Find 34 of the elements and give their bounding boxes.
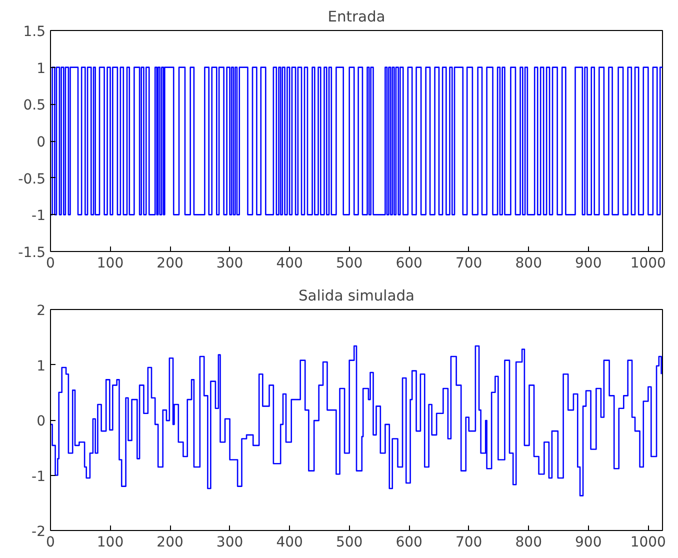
x-tick-label: 500 [336, 534, 363, 550]
x-tick-label: 600 [396, 534, 422, 550]
x-tick-label: 100 [96, 534, 124, 550]
x-tick-label: 400 [276, 534, 303, 550]
y-tick-label: -1 [32, 468, 46, 485]
x-tick-label: 300 [216, 256, 244, 272]
y-tick-label: -1.5 [18, 245, 46, 261]
x-tick-label: 400 [276, 256, 303, 272]
x-tick-label: 300 [216, 534, 244, 550]
x-tick-label: 200 [156, 256, 184, 272]
x-tick-label: 500 [336, 256, 363, 272]
x-tick-label: 200 [156, 534, 184, 550]
x-tick-label: 800 [515, 534, 542, 550]
x-tick-label: 1000 [630, 256, 666, 272]
chart-title: Entrada [328, 8, 386, 26]
x-tick-label: 700 [456, 256, 482, 272]
y-tick-label: -1 [32, 208, 46, 224]
y-tick-label: 0.5 [23, 98, 46, 114]
y-tick-label: 0 [36, 134, 46, 150]
x-tick-label: 800 [515, 256, 542, 272]
y-tick-label: 1 [36, 358, 46, 374]
y-tick-label: 0 [36, 414, 46, 430]
x-tick-label: 900 [575, 256, 602, 272]
y-tick-label: -0.5 [18, 171, 46, 188]
x-tick-label: 1000 [630, 534, 666, 550]
x-tick-label: 600 [396, 256, 422, 272]
chart-title: Salida simulada [298, 288, 414, 304]
x-tick-label: 900 [575, 534, 602, 550]
y-tick-label: -2 [32, 524, 46, 540]
y-tick-label: 2 [36, 303, 46, 319]
y-tick-label: 1.5 [23, 24, 46, 40]
x-tick-label: 100 [96, 256, 124, 272]
x-tick-label: 700 [456, 534, 482, 550]
y-tick-label: 1 [36, 60, 46, 77]
